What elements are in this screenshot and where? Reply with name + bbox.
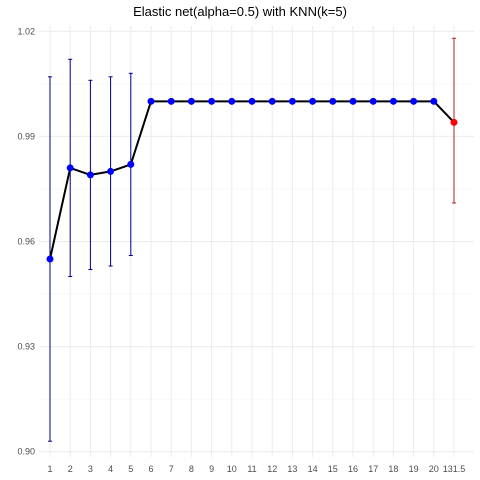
data-point — [107, 167, 115, 175]
x-tick-label: 19 — [409, 464, 419, 474]
x-tick-label: 13 — [287, 464, 297, 474]
data-point — [248, 97, 256, 105]
data-point — [46, 255, 54, 263]
data-point — [450, 118, 458, 126]
data-point — [288, 97, 296, 105]
data-point — [187, 97, 195, 105]
x-tick-label: 15 — [328, 464, 338, 474]
data-point — [167, 97, 175, 105]
x-axis-ticks: 1 2 3 4 5 6 7 8 9 10 11 12 13 14 15 16 17 18 19 20 131.5 — [47, 464, 465, 474]
y-axis-ticks: 0.90 0.93 0.96 0.99 1.02 — [17, 26, 35, 456]
x-tick-label: 16 — [348, 464, 358, 474]
x-tick-label: 4 — [108, 464, 113, 474]
x-tick-label: 8 — [189, 464, 194, 474]
x-tick-label: 3 — [88, 464, 93, 474]
data-point — [349, 97, 357, 105]
x-tick-label: 9 — [209, 464, 214, 474]
x-tick-label: 6 — [148, 464, 153, 474]
data-point — [147, 97, 155, 105]
y-tick-label: 0.96 — [17, 237, 35, 247]
data-point — [430, 97, 438, 105]
x-tick-label: 20 — [429, 464, 439, 474]
data-point — [329, 97, 337, 105]
data-point — [268, 97, 276, 105]
grid-layer — [39, 26, 474, 457]
data-point — [86, 171, 94, 179]
x-tick-label: 7 — [169, 464, 174, 474]
x-tick-label: 1 — [47, 464, 52, 474]
data-point — [410, 97, 418, 105]
x-tick-label: 17 — [368, 464, 378, 474]
data-point — [309, 97, 317, 105]
chart-title: Elastic net(alpha=0.5) with KNN(k=5) — [133, 4, 347, 19]
data-points — [46, 97, 458, 263]
x-tick-label: 14 — [308, 464, 318, 474]
y-tick-label: 0.90 — [17, 447, 35, 457]
x-tick-label: 11 — [247, 464, 256, 474]
x-tick-label: 10 — [227, 464, 237, 474]
data-point — [127, 160, 135, 168]
data-point — [228, 97, 236, 105]
y-tick-label: 0.99 — [17, 131, 35, 141]
x-tick-label: 2 — [68, 464, 73, 474]
data-point — [66, 164, 74, 172]
y-tick-label: 0.93 — [17, 342, 35, 352]
x-tick-label: 18 — [388, 464, 398, 474]
x-tick-label: 12 — [267, 464, 277, 474]
y-tick-label: 1.02 — [17, 26, 35, 36]
data-point — [208, 97, 216, 105]
data-point — [389, 97, 397, 105]
x-tick-label: 131.5 — [443, 464, 466, 474]
x-tick-label: 5 — [128, 464, 133, 474]
data-point — [369, 97, 377, 105]
